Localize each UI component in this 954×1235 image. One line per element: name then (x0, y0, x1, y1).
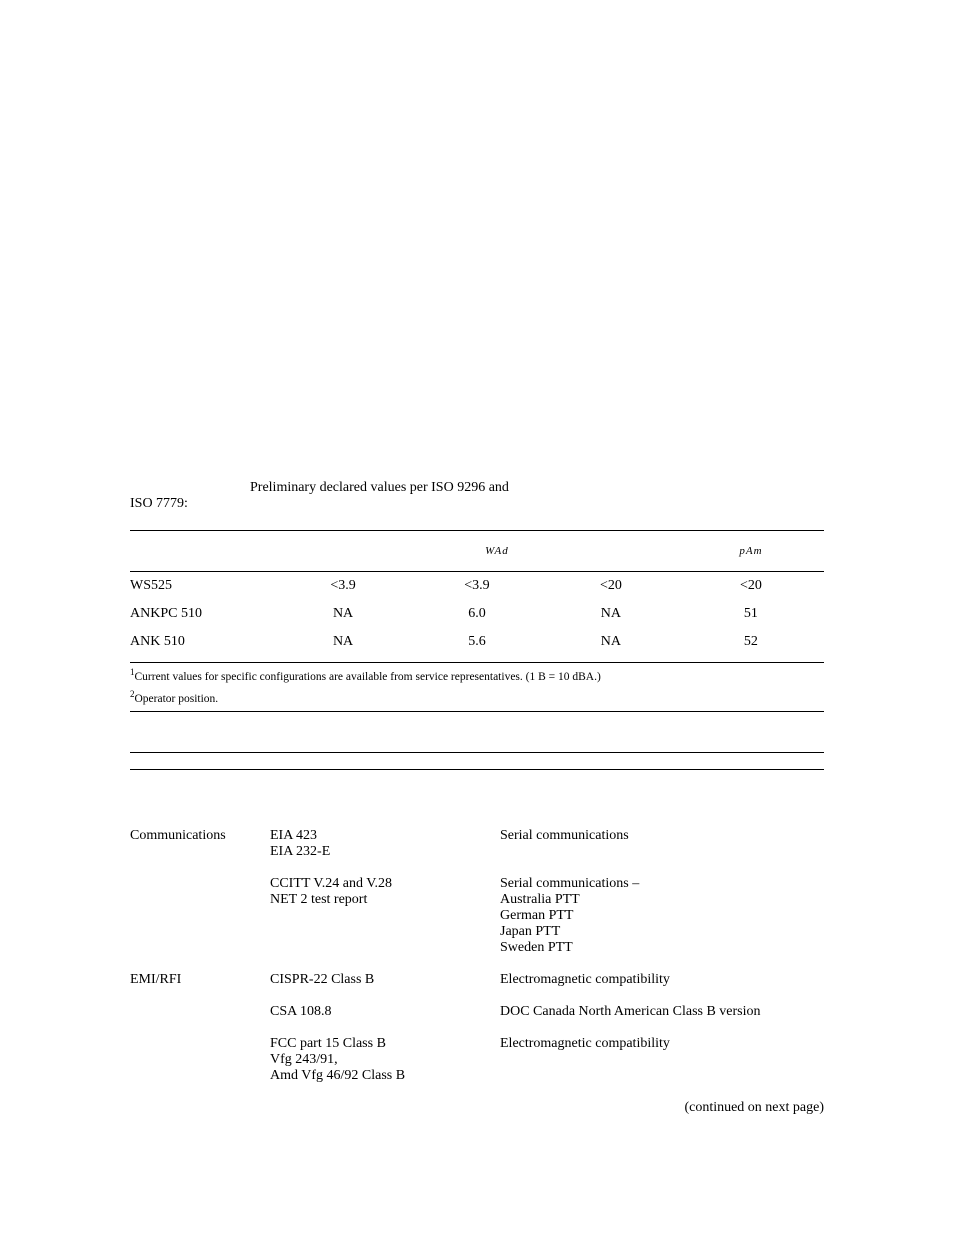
table-row: ANK 510 NA 5.6 NA 52 (130, 628, 824, 656)
category-cell: Communications (130, 820, 270, 868)
row-label: ANK 510 (130, 628, 276, 656)
table-row: CCITT V.24 and V.28NET 2 test report Ser… (130, 868, 824, 964)
table-row: FCC part 15 Class BVfg 243/91,Amd Vfg 46… (130, 1028, 824, 1092)
table-row: CSA 108.8 DOC Canada North American Clas… (130, 996, 824, 1028)
category-cell (130, 1028, 270, 1092)
standard-cell: FCC part 15 Class BVfg 243/91,Amd Vfg 46… (270, 1028, 500, 1092)
intro-line2: ISO 7779: (130, 496, 824, 512)
table1-bottom-rule (130, 662, 824, 663)
standard-cell: CISPR-22 Class B (270, 964, 500, 996)
row-val: <20 (678, 572, 824, 600)
description-cell: DOC Canada North American Class B versio… (500, 996, 824, 1028)
row-val: 52 (678, 628, 824, 656)
row-val: NA (544, 600, 678, 628)
footnote-2: 2Operator position. (130, 689, 824, 707)
table-row: Communications EIA 423EIA 232-E Serial c… (130, 820, 824, 868)
standards-table: Communications EIA 423EIA 232-E Serial c… (130, 820, 824, 1092)
intro-text: Preliminary declared values per ISO 9296… (130, 480, 824, 512)
footnote-2-text: Operator position. (135, 693, 219, 705)
row-val: NA (276, 628, 410, 656)
intro-line1: Preliminary declared values per ISO 9296… (130, 480, 824, 496)
continued-text: (continued on next page) (130, 1100, 824, 1116)
category-cell (130, 868, 270, 964)
row-label: WS525 (130, 572, 276, 600)
standard-cell: CSA 108.8 (270, 996, 500, 1028)
table-row: EMI/RFI CISPR-22 Class B Electromagnetic… (130, 964, 824, 996)
row-val: 51 (678, 600, 824, 628)
table1-header-row: WAd pAm (130, 531, 824, 571)
table-row: ANKPC 510 NA 6.0 NA 51 (130, 600, 824, 628)
row-val: 5.6 (410, 628, 544, 656)
description-cell: Electromagnetic compatibility (500, 964, 824, 996)
footnote-1: 1Current values for specific configurati… (130, 667, 824, 685)
row-val: NA (544, 628, 678, 656)
row-label: ANKPC 510 (130, 600, 276, 628)
row-val: <20 (544, 572, 678, 600)
description-cell: Electromagnetic compatibility (500, 1028, 824, 1092)
footnote-1-text: Current values for specific configuratio… (135, 671, 601, 683)
row-val: 6.0 (410, 600, 544, 628)
standard-cell: EIA 423EIA 232-E (270, 820, 500, 868)
description-cell: Serial communications (500, 820, 824, 868)
category-cell: EMI/RFI (130, 964, 270, 996)
table-row: WS525 <3.9 <3.9 <20 <20 (130, 572, 824, 600)
row-val: <3.9 (410, 572, 544, 600)
description-cell: Serial communications –Australia PTTGerm… (500, 868, 824, 964)
row-val: NA (276, 600, 410, 628)
standard-cell: CCITT V.24 and V.28NET 2 test report (270, 868, 500, 964)
category-cell (130, 996, 270, 1028)
acoustics-table: WAd pAm WS525 <3.9 <3.9 <20 <20 ANKPC 51… (130, 531, 824, 656)
header-lpam: pAm (739, 545, 762, 557)
table2-header-rule (130, 769, 824, 770)
row-val: <3.9 (276, 572, 410, 600)
header-lwad: WAd (485, 545, 509, 557)
